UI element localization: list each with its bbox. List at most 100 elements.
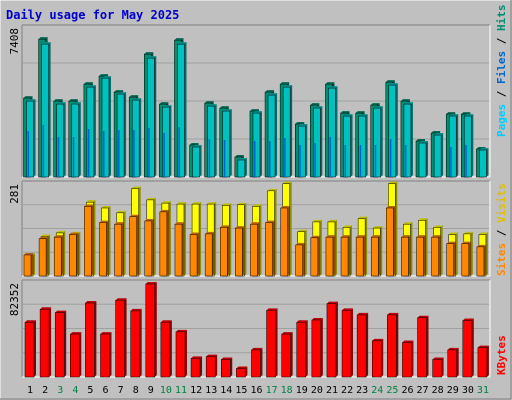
- kbytes-bar-top: [417, 315, 429, 318]
- pages-bar: [87, 129, 90, 177]
- sites-bar-side: [91, 204, 94, 276]
- visits-bar-side: [259, 204, 262, 276]
- hits-bar-top: [98, 74, 108, 77]
- pages-bar: [344, 145, 347, 177]
- files-bar: [207, 105, 215, 178]
- hits-bar-top: [340, 111, 350, 114]
- hits-bar-top: [114, 90, 124, 93]
- kbytes-bar-side: [169, 320, 172, 377]
- x-tick-label: 21: [326, 385, 338, 396]
- visits-bar-top: [222, 203, 232, 206]
- sites-bar-side: [197, 232, 200, 276]
- files-bar-top: [464, 114, 474, 117]
- pages-bar: [208, 139, 211, 177]
- files-bar: [433, 134, 442, 178]
- pages-bar: [148, 128, 150, 177]
- sites-bar: [355, 236, 364, 277]
- pages-bar: [404, 145, 407, 177]
- kbytes-bar: [54, 312, 65, 378]
- kbytes-bar-side: [426, 315, 429, 377]
- sites-bar-top: [356, 235, 366, 238]
- sites-bar-side: [227, 225, 230, 276]
- kbytes-bar: [175, 331, 186, 378]
- kbytes-bar: [190, 358, 201, 378]
- pages-bar: [269, 141, 271, 177]
- kbytes-bar-top: [281, 332, 293, 335]
- pages-bar: [374, 145, 377, 177]
- pages-bar: [253, 141, 256, 177]
- files-bar-top: [358, 114, 368, 117]
- visits-bar-top: [86, 200, 96, 203]
- sites-bar-side: [348, 235, 351, 276]
- kbytes-bar: [39, 308, 50, 378]
- hits-bar-top: [280, 82, 290, 85]
- x-tick-label: 7: [118, 385, 124, 396]
- files-bar: [222, 110, 231, 178]
- files-bar: [373, 107, 381, 178]
- x-tick-label: 27: [417, 385, 429, 396]
- hits-bar-top: [144, 52, 154, 55]
- x-tick-label: 8: [133, 385, 139, 396]
- kbytes-bar-top: [402, 340, 414, 343]
- sites-bar-side: [151, 218, 154, 276]
- pages-bar: [299, 145, 301, 177]
- sites-bar-side: [378, 235, 381, 276]
- x-tick-label: 23: [356, 385, 368, 396]
- kbytes-bar: [85, 302, 95, 378]
- sites-bar: [144, 220, 153, 277]
- files-bar-top: [283, 85, 293, 88]
- hits-bar-top: [68, 99, 78, 102]
- files-bar: [343, 115, 351, 178]
- sites-bar-side: [31, 252, 33, 276]
- sites-bar-top: [54, 235, 64, 238]
- hits-bar-top: [370, 103, 380, 106]
- files-bar-top: [328, 86, 338, 89]
- kbytes-bar-side: [305, 320, 308, 377]
- hits-bar-top: [355, 111, 365, 114]
- files-bar-side: [320, 106, 323, 177]
- visits-bar-top: [41, 234, 51, 237]
- files-bar: [464, 115, 472, 178]
- kbytes-bar: [115, 299, 125, 378]
- visits-bar-side: [138, 186, 141, 276]
- hits-bar-top: [234, 155, 244, 158]
- kbytes-bar-top: [206, 354, 218, 357]
- sites-bar-top: [386, 205, 396, 208]
- files-bar: [448, 115, 457, 178]
- visits-bar-side: [214, 202, 217, 276]
- sites-bar-top: [84, 204, 94, 207]
- sites-bar: [159, 211, 168, 277]
- files-bar-top: [71, 102, 81, 105]
- kbytes-bar-side: [245, 366, 248, 377]
- visits-bar-side: [63, 230, 66, 276]
- files-bar-top: [222, 109, 232, 112]
- files-bar: [328, 87, 336, 178]
- visits-bar-side: [289, 181, 292, 276]
- kbytes-bar-top: [100, 332, 112, 335]
- sites-bar: [476, 246, 485, 277]
- kbytes-bar: [417, 317, 427, 378]
- sites-bar-top: [416, 235, 426, 238]
- sites-bar-top: [129, 214, 139, 217]
- files-bar: [388, 84, 397, 178]
- sites-bar: [446, 243, 454, 277]
- kbytes-bar-side: [184, 329, 187, 377]
- files-bar-side: [108, 76, 111, 177]
- files-bar-top: [298, 124, 308, 127]
- pages-bar: [118, 130, 120, 177]
- x-tick-label: 12: [190, 385, 202, 396]
- kbytes-bar: [100, 333, 110, 378]
- kbytes-bar-top: [55, 310, 67, 313]
- x-tick-label: 2: [42, 385, 48, 396]
- y-max-label: 7408: [8, 28, 21, 55]
- sites-bar-side: [61, 235, 64, 276]
- sites-bar: [370, 236, 379, 277]
- kbytes-bar: [477, 347, 488, 378]
- kbytes-bar: [432, 359, 442, 378]
- files-bar-side: [410, 102, 413, 177]
- files-bar-top: [373, 106, 383, 109]
- files-bar-side: [63, 102, 66, 177]
- files-bar-top: [419, 141, 429, 144]
- files-bar-top: [132, 98, 142, 101]
- files-bar-top: [237, 158, 247, 161]
